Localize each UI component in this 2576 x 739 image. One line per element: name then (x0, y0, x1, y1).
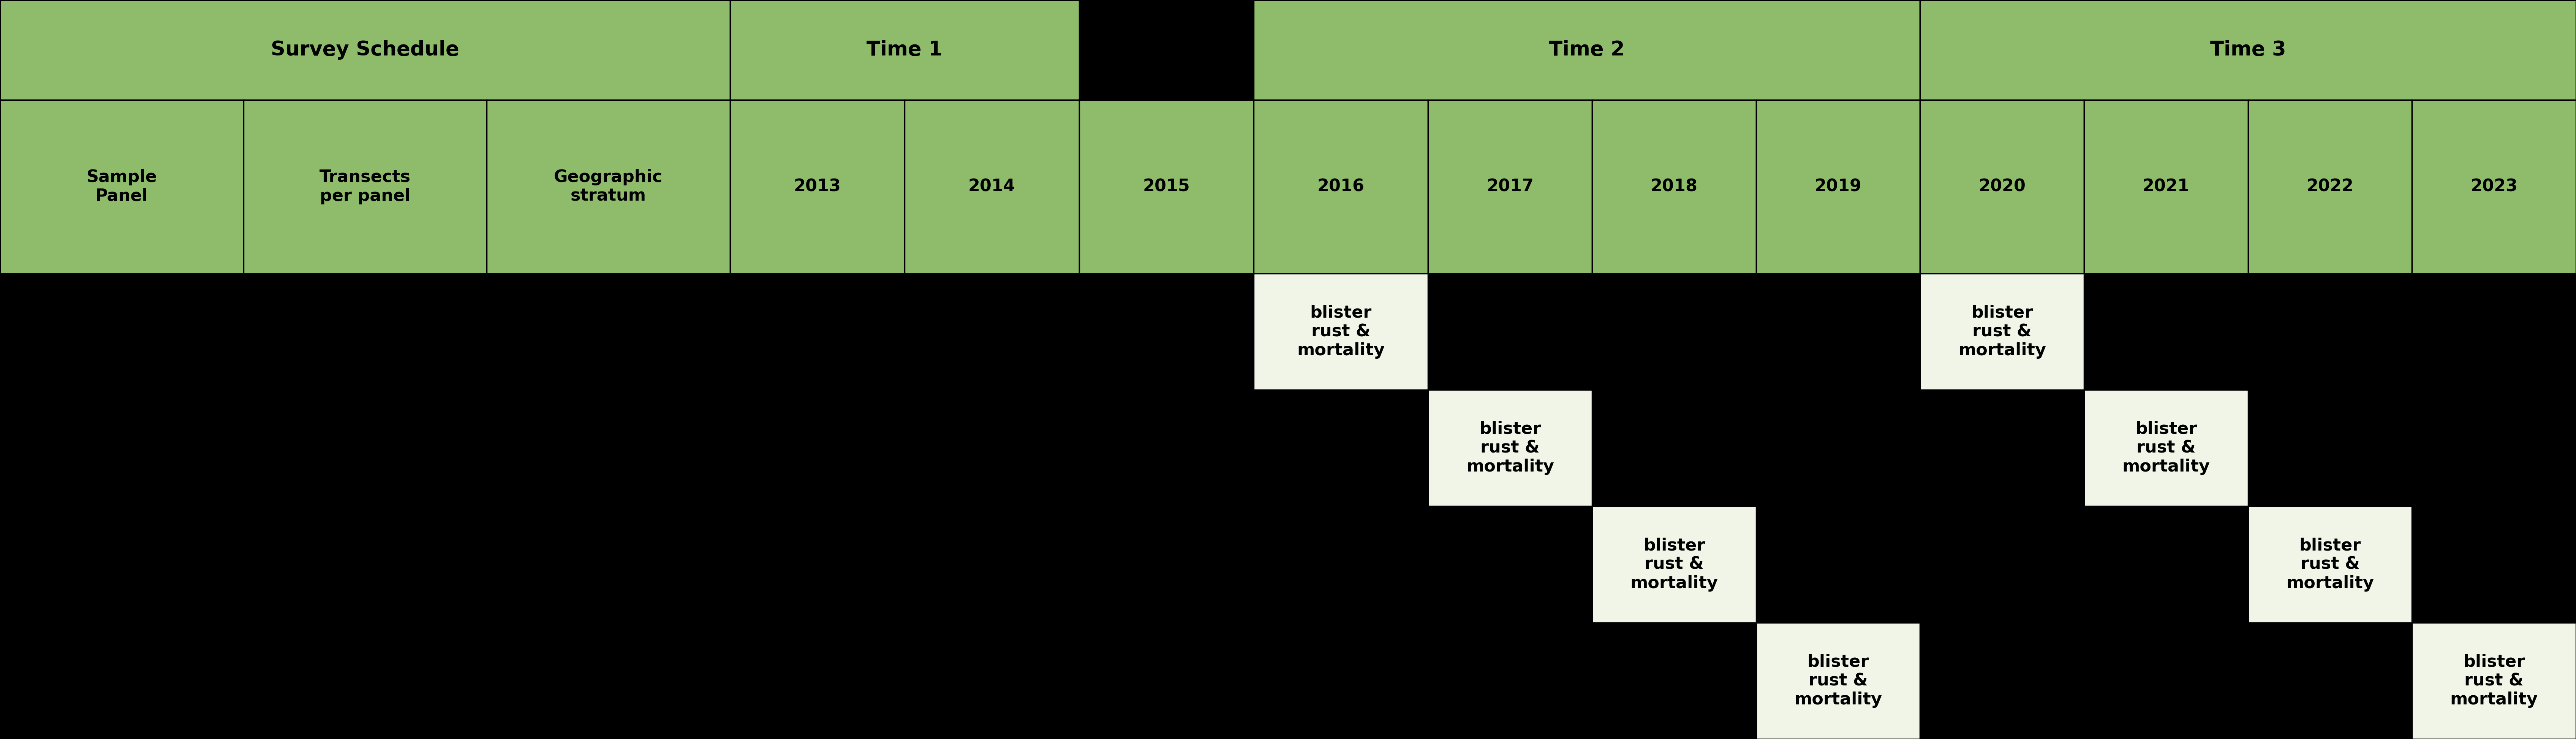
Bar (0, 100, 242, 273)
Text: 2016: 2016 (1316, 178, 1365, 195)
Bar (1427, 100, 1592, 273)
Bar (2249, 100, 2411, 273)
Bar (1757, 100, 1919, 273)
Text: 2020: 2020 (1978, 178, 2025, 195)
Text: Time 2: Time 2 (1548, 40, 1625, 60)
Bar (2084, 100, 2249, 273)
Text: blister
rust &
mortality: blister rust & mortality (1298, 304, 1386, 358)
Text: Transects
per panel: Transects per panel (319, 169, 410, 204)
Bar (0, 0, 729, 100)
Text: Sample
Panel: Sample Panel (88, 169, 157, 204)
Bar (1919, 0, 2576, 100)
Text: blister
rust &
mortality: blister rust & mortality (2285, 537, 2375, 591)
Text: 2013: 2013 (793, 178, 840, 195)
Text: 2015: 2015 (1144, 178, 1190, 195)
Text: Time 1: Time 1 (866, 40, 943, 60)
Text: blister
rust &
mortality: blister rust & mortality (1958, 304, 2045, 358)
Text: 2018: 2018 (1651, 178, 1698, 195)
Text: 2019: 2019 (1814, 178, 1862, 195)
Bar (2084, 390, 2249, 506)
Text: blister
rust &
mortality: blister rust & mortality (2123, 421, 2210, 475)
Text: blister
rust &
mortality: blister rust & mortality (1631, 537, 1718, 591)
Bar (1255, 0, 1919, 100)
Bar (487, 100, 729, 273)
Bar (1079, 100, 1255, 273)
Text: Survey Schedule: Survey Schedule (270, 40, 459, 60)
Text: Time 3: Time 3 (2210, 40, 2285, 60)
Text: 2023: 2023 (2470, 178, 2517, 195)
Text: 2021: 2021 (2143, 178, 2190, 195)
Bar (1592, 100, 1757, 273)
Bar (729, 0, 1079, 100)
Text: blister
rust &
mortality: blister rust & mortality (1466, 421, 1553, 475)
Bar (2411, 100, 2576, 273)
Text: blister
rust &
mortality: blister rust & mortality (2450, 654, 2537, 708)
Bar (1255, 100, 1427, 273)
Text: Geographic
stratum: Geographic stratum (554, 169, 662, 204)
Text: 2017: 2017 (1486, 178, 1533, 195)
Bar (2249, 506, 2411, 622)
Text: blister
rust &
mortality: blister rust & mortality (1795, 654, 1883, 708)
Text: 2022: 2022 (2306, 178, 2354, 195)
Bar (1255, 273, 1427, 390)
Bar (1919, 273, 2084, 390)
Bar (1592, 506, 1757, 622)
Bar (729, 100, 904, 273)
Bar (242, 100, 487, 273)
Bar (1427, 390, 1592, 506)
Text: 2014: 2014 (969, 178, 1015, 195)
Bar (2411, 622, 2576, 739)
Bar (904, 100, 1079, 273)
Bar (1919, 100, 2084, 273)
Bar (1757, 622, 1919, 739)
